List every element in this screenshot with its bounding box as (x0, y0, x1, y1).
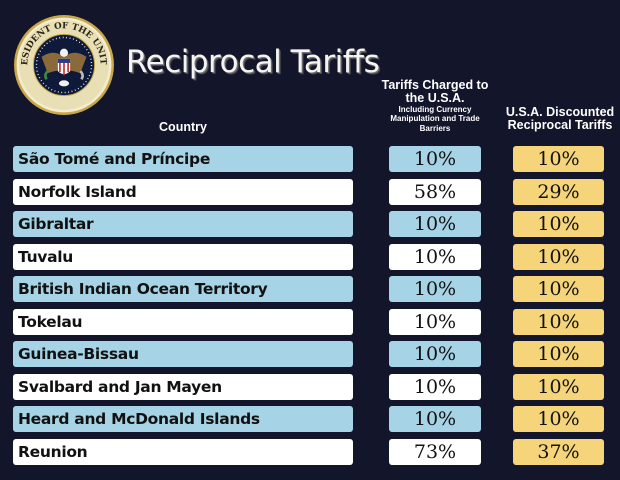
column-header-tariffs-charged-subtitle: Including Currency Manipulation and Trad… (390, 105, 480, 133)
tariff-charged-cell: 10% (389, 373, 481, 400)
discounted-tariff-cell: 37% (513, 438, 604, 465)
page-title: Reciprocal Tariffs (126, 44, 380, 80)
tariff-charged-cell: 10% (389, 243, 481, 270)
discounted-tariff-cell: 10% (513, 308, 604, 335)
discounted-tariff-cell: 10% (513, 243, 604, 270)
table-row: Norfolk Island 58% 29% (0, 178, 620, 205)
tariff-charged-cell: 73% (389, 438, 481, 465)
column-header-country: Country (159, 120, 207, 134)
table-row: Gibraltar 10% 10% (0, 211, 620, 237)
table-row: Heard and McDonald Islands 10% 10% (0, 406, 620, 432)
column-header-discounted-tariffs: U.S.A. Discounted Reciprocal Tariffs (505, 105, 615, 133)
table-row: São Tomé and Príncipe 10% 10% (0, 146, 620, 172)
discounted-tariff-cell: 10% (513, 276, 604, 302)
discounted-tariff-cell: 29% (513, 178, 604, 205)
discounted-tariff-cell: 10% (513, 211, 604, 237)
country-cell: Reunion (13, 438, 353, 465)
country-cell: Norfolk Island (13, 178, 353, 205)
discounted-tariff-cell: 10% (513, 373, 604, 400)
country-cell: Guinea-Bissau (13, 341, 353, 367)
tariff-charged-cell: 58% (389, 178, 481, 205)
tariff-charged-cell: 10% (389, 211, 481, 237)
table-row: Tokelau 10% 10% (0, 308, 620, 335)
country-cell: British Indian Ocean Territory (13, 276, 353, 302)
table-row: Guinea-Bissau 10% 10% (0, 341, 620, 367)
tariff-charged-cell: 10% (389, 146, 481, 172)
country-cell: São Tomé and Príncipe (13, 146, 353, 172)
tariff-charged-cell: 10% (389, 406, 481, 432)
country-cell: Heard and McDonald Islands (13, 406, 353, 432)
column-header-tariffs-charged-title: Tariffs Charged to the U.S.A. (381, 78, 489, 106)
country-cell: Tokelau (13, 308, 353, 335)
table-row: Reunion 73% 37% (0, 438, 620, 465)
table-row: British Indian Ocean Territory 10% 10% (0, 276, 620, 302)
column-header-tariffs-charged: Tariffs Charged to the U.S.A. Including … (375, 78, 495, 133)
table-row: Tuvalu 10% 10% (0, 243, 620, 270)
discounted-tariff-cell: 10% (513, 146, 604, 172)
discounted-tariff-cell: 10% (513, 341, 604, 367)
tariff-charged-cell: 10% (389, 341, 481, 367)
tariff-charged-cell: 10% (389, 308, 481, 335)
tariff-charged-cell: 10% (389, 276, 481, 302)
table-row: Svalbard and Jan Mayen 10% 10% (0, 373, 620, 400)
presidential-seal-icon: PRESIDENT OF THE UNITED SEAL · STATES (13, 14, 114, 115)
country-cell: Gibraltar (13, 211, 353, 237)
discounted-tariff-cell: 10% (513, 406, 604, 432)
country-cell: Svalbard and Jan Mayen (13, 373, 353, 400)
country-cell: Tuvalu (13, 243, 353, 270)
